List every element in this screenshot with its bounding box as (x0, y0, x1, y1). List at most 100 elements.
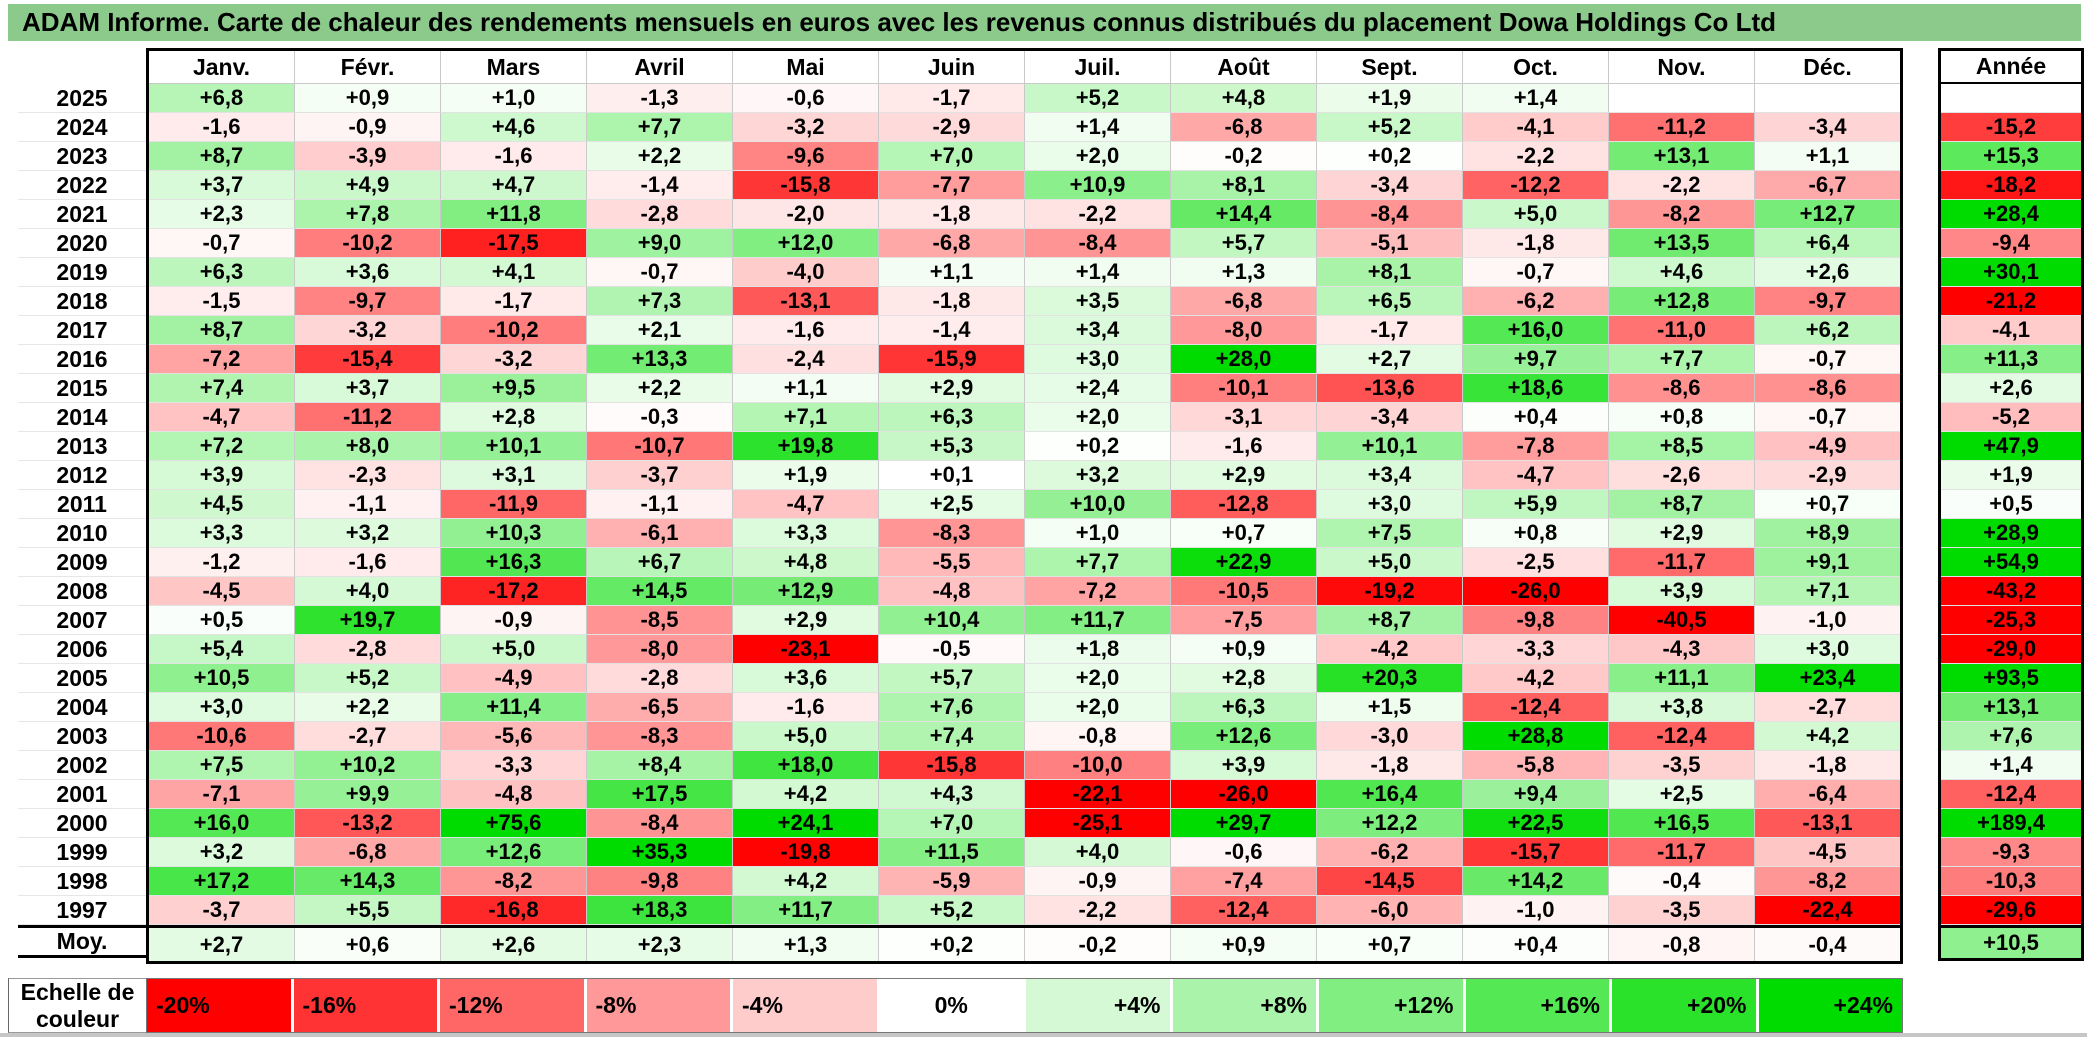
report-title-bar: ADAM Informe. Carte de chaleur des rende… (8, 4, 2081, 41)
heatmap-cell: -1,8 (1317, 751, 1463, 780)
heatmap-cell: -13,2 (295, 809, 441, 838)
annual-cell: +189,4 (1941, 809, 2081, 838)
heatmap-cell: -0,9 (295, 113, 441, 142)
table-row: +3,3 +3,2 +10,3 -6,1 +3,3 -8,3 +1,0 +0,7 +7,5 +0,… (149, 519, 1900, 548)
heatmap-cell: +2,6 (1755, 258, 1900, 287)
row-year-label: 2017 (18, 316, 146, 345)
table-row: +4,5 -1,1 -11,9 -1,1 -4,7 +2,5 +10,0 -12,8 +3,0 +… (149, 490, 1900, 519)
scale-tick-0: 0% (879, 979, 1026, 1032)
heatmap-cell: -0,8 (1609, 928, 1755, 961)
heatmap-cell: -0,5 (879, 635, 1025, 664)
heatmap-cell: +2,4 (1025, 374, 1171, 403)
heatmap-cell: +2,0 (1025, 664, 1171, 693)
heatmap-cell: -11,2 (1609, 113, 1755, 142)
heatmap-cell: -1,7 (879, 84, 1025, 113)
heatmap-cell: -3,3 (1463, 635, 1609, 664)
heatmap-cell: +8,5 (1609, 432, 1755, 461)
scale-tick--4: -4% (733, 979, 880, 1032)
heatmap-cell: +4,0 (1025, 838, 1171, 867)
heatmap-cell: -0,9 (1025, 867, 1171, 896)
row-year-label: 2004 (18, 693, 146, 722)
heatmap-cell: +22,9 (1171, 548, 1317, 577)
heatmap-cell: -15,8 (733, 171, 879, 200)
heatmap-cell: -4,3 (1609, 635, 1755, 664)
heatmap-cell: +4,6 (441, 113, 587, 142)
scale-tick-12: +12% (1319, 979, 1466, 1032)
heatmap-cell: -8,2 (1609, 200, 1755, 229)
column-header-4: Avril (587, 51, 733, 84)
heatmap-cell: +1,9 (1317, 84, 1463, 113)
heatmap-cell: +1,1 (1755, 142, 1900, 171)
heatmap-cell: +2,5 (1609, 780, 1755, 809)
heatmap-cell: -1,7 (1317, 316, 1463, 345)
heatmap-cell: -3,4 (1317, 403, 1463, 432)
heatmap-cell: -6,7 (1755, 171, 1900, 200)
heatmap-cell: +0,5 (149, 606, 295, 635)
heatmap-cell: -9,7 (1755, 287, 1900, 316)
table-row: +16,0 -13,2 +75,6 -8,4 +24,1 +7,0 -25,1 +29,7 +1… (149, 809, 1900, 838)
heatmap-cell: -15,8 (879, 751, 1025, 780)
heatmap-cell: +17,2 (149, 867, 295, 896)
heatmap-cell: -8,4 (1025, 229, 1171, 258)
annual-cell: -9,4 (1941, 229, 2081, 258)
heatmap-cell: +6,4 (1755, 229, 1900, 258)
annual-cell: -29,0 (1941, 635, 2081, 664)
heatmap-cell: -0,7 (149, 229, 295, 258)
heatmap-cell: +1,8 (1025, 635, 1171, 664)
heatmap-cell: +3,6 (733, 664, 879, 693)
annual-cell: -25,3 (1941, 606, 2081, 635)
row-year-label: 2013 (18, 432, 146, 461)
heatmap-cell: +4,2 (1755, 722, 1900, 751)
heatmap-cell: +2,2 (295, 693, 441, 722)
heatmap-cell: -2,2 (1463, 142, 1609, 171)
heatmap-cell: -8,4 (1317, 200, 1463, 229)
row-year-label: 2023 (18, 142, 146, 171)
heatmap-cell: +10,4 (879, 606, 1025, 635)
column-header-6: Juin (879, 51, 1025, 84)
row-year-label: 2025 (18, 84, 146, 113)
table-row: +3,9 -2,3 +3,1 -3,7 +1,9 +0,1 +3,2 +2,9 +3,4 -4,7… (149, 461, 1900, 490)
heatmap-cell: -15,9 (879, 345, 1025, 374)
annual-cell: -29,6 (1941, 896, 2081, 925)
table-row: +17,2 +14,3 -8,2 -9,8 +4,2 -5,9 -0,9 -7,4 -14,5 +… (149, 867, 1900, 896)
heatmap-cell: -26,0 (1171, 780, 1317, 809)
heatmap-cell: -4,7 (1463, 461, 1609, 490)
heatmap-cell: +0,7 (1317, 928, 1463, 961)
heatmap-cell: -22,4 (1755, 896, 1900, 925)
heatmap-cell: +2,3 (149, 200, 295, 229)
scale-tick-20: +20% (1612, 979, 1759, 1032)
heatmap-cell: +5,2 (1025, 84, 1171, 113)
heatmap-cell: +3,7 (295, 374, 441, 403)
heatmap-cell: -3,5 (1609, 751, 1755, 780)
heatmap-cell: +1,4 (1025, 113, 1171, 142)
row-year-label: 2010 (18, 519, 146, 548)
heatmap-cell: +35,3 (587, 838, 733, 867)
heatmap-cell: +19,7 (295, 606, 441, 635)
heatmap-cell: +7,0 (879, 142, 1025, 171)
heatmap-cell: +8,7 (149, 316, 295, 345)
heatmap-cell: -2,2 (1609, 171, 1755, 200)
heatmap-cell: -2,9 (1755, 461, 1900, 490)
row-year-label: 1999 (18, 838, 146, 867)
heatmap-cell: +2,1 (587, 316, 733, 345)
heatmap-cell: -10,7 (587, 432, 733, 461)
heatmap-cell: +0,9 (1171, 928, 1317, 961)
heatmap-cell: +11,1 (1609, 664, 1755, 693)
page-title: ADAM Informe. Carte de chaleur des rende… (22, 7, 1776, 37)
heatmap-cell: +0,9 (1171, 635, 1317, 664)
scale-tick-16: +16% (1465, 979, 1612, 1032)
color-scale-bar: -20% -16% -12% -8% -4% 0% +4% +8% +12% +16% +20% +2… (146, 978, 1903, 1033)
table-row: +7,2 +8,0 +10,1 -10,7 +19,8 +5,3 +0,2 -1,6 +10,1… (149, 432, 1900, 461)
heatmap-cell: -13,6 (1317, 374, 1463, 403)
heatmap-cell: +8,7 (1317, 606, 1463, 635)
heatmap-cell: +2,2 (587, 374, 733, 403)
row-year-label: 2022 (18, 171, 146, 200)
heatmap-cell: -9,6 (733, 142, 879, 171)
heatmap-cell: +75,6 (441, 809, 587, 838)
heatmap-cell: -1,6 (1171, 432, 1317, 461)
heatmap-cell: -6,2 (1463, 287, 1609, 316)
row-year-label: 2003 (18, 722, 146, 751)
table-row: -3,7 +5,5 -16,8 +18,3 +11,7 +5,2 -2,2 -12,4 -6,0… (149, 896, 1900, 925)
heatmap-cell: +7,1 (733, 403, 879, 432)
heatmap-cell: +8,7 (149, 142, 295, 171)
